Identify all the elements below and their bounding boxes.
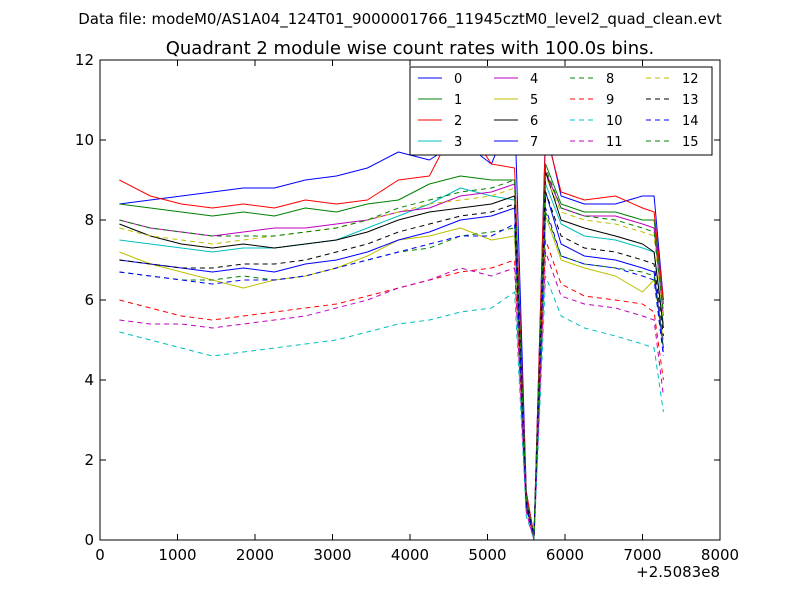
legend-label-1: 1 — [454, 93, 462, 108]
series-line-12 — [119, 175, 664, 537]
legend-label-11: 11 — [606, 135, 623, 150]
series-line-10 — [119, 275, 664, 541]
x-tick-label: 1000 — [158, 546, 196, 564]
series-line-1 — [119, 163, 664, 537]
x-tick-label: 5000 — [468, 546, 506, 564]
series-line-8 — [119, 211, 664, 537]
legend-label-13: 13 — [682, 93, 699, 108]
x-tick-label: 3000 — [313, 546, 351, 564]
legend-label-10: 10 — [606, 114, 623, 129]
legend-box — [409, 66, 713, 156]
y-tick-label: 2 — [84, 451, 94, 469]
series-line-7 — [119, 191, 664, 537]
legend-label-8: 8 — [606, 72, 614, 87]
legend-label-0: 0 — [454, 72, 462, 87]
series-line-4 — [119, 171, 664, 537]
y-tick-label: 10 — [75, 131, 94, 149]
legend-label-12: 12 — [682, 72, 699, 87]
y-tick-label: 0 — [84, 531, 94, 549]
series-line-13 — [119, 191, 664, 537]
x-tick-label: 7000 — [623, 546, 661, 564]
x-tick-label: 2000 — [236, 546, 274, 564]
x-tick-label: 6000 — [546, 546, 584, 564]
x-tick-label: 4000 — [391, 546, 429, 564]
y-tick-label: 6 — [84, 291, 94, 309]
legend-label-4: 4 — [530, 72, 538, 87]
legend-label-6: 6 — [530, 114, 538, 129]
series-line-6 — [119, 171, 664, 537]
legend-label-15: 15 — [682, 135, 699, 150]
legend-label-3: 3 — [454, 135, 462, 150]
y-tick-label: 12 — [75, 51, 94, 69]
legend-label-5: 5 — [530, 93, 538, 108]
x-tick-label: 8000 — [701, 546, 739, 564]
legend-label-14: 14 — [682, 114, 699, 129]
series-line-3 — [119, 183, 664, 537]
x-offset-label: +2.5083e8 — [636, 563, 720, 581]
legend-label-7: 7 — [530, 135, 538, 150]
figure-suptitle: Data file: modeM0/AS1A04_124T01_90000017… — [78, 10, 722, 29]
series-line-15 — [119, 167, 664, 537]
legend-label-2: 2 — [454, 114, 462, 129]
x-tick-label: 0 — [95, 546, 105, 564]
y-tick-label: 4 — [84, 371, 94, 389]
y-tick-label: 8 — [84, 211, 94, 229]
series-line-5 — [119, 215, 664, 541]
chart-title: Quadrant 2 module wise count rates with … — [166, 38, 655, 59]
legend-label-9: 9 — [606, 93, 614, 108]
ticks-layer: 0 1000 2000 3000 4000 5000 6000 7000 80000246810… — [75, 51, 739, 564]
